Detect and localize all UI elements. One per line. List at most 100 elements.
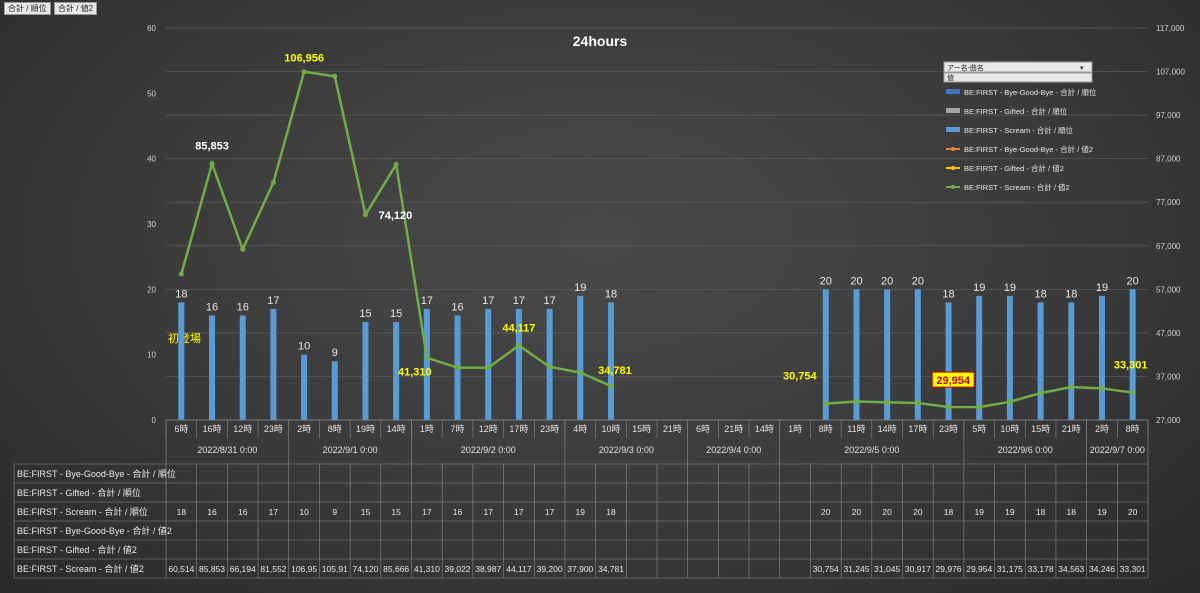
category-tick: 10時	[601, 424, 620, 434]
field-button-value[interactable]: 合計 / 値2	[54, 2, 98, 15]
bar	[607, 302, 614, 420]
line-point	[209, 161, 215, 167]
table-cell: 81,552	[260, 564, 286, 574]
left-axis-tick: 20	[147, 285, 156, 294]
left-axis-tick: 50	[147, 89, 156, 98]
right-axis-tick: 107,000	[1156, 68, 1185, 77]
date-group-label: 2022/9/5 0:00	[844, 445, 899, 455]
table-cell: 34,781	[598, 564, 624, 574]
category-tick: 2時	[297, 424, 311, 434]
line-point	[884, 399, 890, 405]
table-cell: 105,91	[322, 564, 348, 574]
category-tick: 23時	[939, 424, 958, 434]
annotation-first-appearance: 初登場	[168, 331, 201, 345]
table-cell: 29,954	[966, 564, 992, 574]
bar-label: 18	[942, 288, 954, 300]
line-point	[853, 399, 859, 405]
right-axis-tick: 67,000	[1156, 242, 1181, 251]
table-cell: 31,045	[874, 564, 900, 574]
table-cell: 60,514	[168, 564, 194, 574]
field-button-rank[interactable]: 合計 / 順位	[4, 2, 51, 15]
table-cell: 38,987	[475, 564, 501, 574]
bar-label: 16	[451, 301, 463, 313]
line-point	[270, 179, 276, 185]
right-axis-tick: 57,000	[1156, 285, 1181, 294]
category-tick: 14時	[387, 424, 406, 434]
table-cell: 85,853	[199, 564, 225, 574]
category-tick: 5時	[972, 424, 986, 434]
table-cell: 10	[299, 507, 309, 517]
table-cell: 20	[1128, 507, 1138, 517]
category-tick: 23時	[264, 424, 283, 434]
table-cell: 17	[422, 507, 432, 517]
category-tick: 15時	[1031, 424, 1050, 434]
right-axis-tick: 37,000	[1156, 372, 1181, 381]
date-group-label: 2022/9/1 0:00	[323, 445, 378, 455]
table-row-label: BE:FIRST - Bye-Good-Bye - 合計 / 順位	[17, 468, 176, 479]
table-cell: 39,022	[445, 564, 471, 574]
table-cell: 33,178	[1028, 564, 1054, 574]
line-point	[547, 364, 553, 370]
category-tick: 15時	[632, 424, 651, 434]
bar-label: 17	[482, 295, 494, 307]
table-row-label: BE:FIRST - Scream - 合計 / 順位	[17, 506, 148, 517]
bar	[884, 289, 891, 420]
category-tick: 1時	[788, 424, 802, 434]
table-cell: 15	[361, 507, 371, 517]
table-cell: 20	[821, 507, 831, 517]
line-point	[976, 404, 982, 410]
legend-subheader-label: 値	[947, 73, 954, 82]
table-cell: 17	[269, 507, 279, 517]
table-cell: 17	[514, 507, 524, 517]
right-axis-tick: 77,000	[1156, 198, 1181, 207]
table-cell: 9	[332, 507, 337, 517]
category-tick: 8時	[328, 424, 342, 434]
bar-label: 19	[1096, 282, 1108, 294]
bar	[577, 295, 584, 420]
bar-label: 15	[390, 308, 402, 320]
legend-filter-label: アー名-曲名	[947, 63, 984, 72]
table-cell: 30,917	[905, 564, 931, 574]
bar-label: 17	[421, 295, 433, 307]
bar	[362, 322, 369, 420]
bar-label: 18	[605, 288, 617, 300]
legend-entry: BE:FIRST - Gifted - 合計 / 順位	[964, 106, 1068, 116]
table-cell: 18	[1067, 507, 1077, 517]
legend-subheader	[943, 72, 1093, 83]
table-cell: 18	[944, 507, 954, 517]
bar	[270, 308, 277, 420]
table-cell: 29,976	[936, 564, 962, 574]
line-point	[516, 342, 522, 348]
table-cell: 19	[1097, 507, 1107, 517]
filter-icon: ▾	[1080, 65, 1084, 72]
line-point	[1068, 384, 1074, 390]
bar	[1006, 295, 1013, 420]
legend-marker	[951, 147, 955, 151]
category-tick: 10時	[1000, 424, 1019, 434]
bar	[301, 354, 308, 420]
table-cell: 19	[1005, 507, 1015, 517]
category-tick: 17時	[509, 424, 528, 434]
legend-entry: BE:FIRST - Bye-Good-Bye - 合計 / 順位	[964, 87, 1097, 97]
table-row-label: BE:FIRST - Gifted - 合計 / 順位	[17, 487, 141, 498]
table-cell: 66,194	[230, 564, 256, 574]
table-cell: 85,666	[383, 564, 409, 574]
category-tick: 12時	[479, 424, 498, 434]
date-group-label: 2022/9/7 0:00	[1090, 445, 1145, 455]
bar	[423, 308, 430, 420]
bar-label: 19	[574, 282, 586, 294]
table-cell: 34,563	[1058, 564, 1084, 574]
table-cell: 30,754	[813, 564, 839, 574]
line-label: 30,754	[783, 371, 818, 383]
table-cell: 33,301	[1120, 564, 1146, 574]
table-cell: 34,246	[1089, 564, 1115, 574]
table-cell: 44,117	[506, 564, 532, 574]
line-point	[332, 73, 338, 79]
right-axis-tick: 117,000	[1156, 24, 1185, 33]
table-cell: 106,95	[291, 564, 317, 574]
bar	[1037, 302, 1044, 420]
category-tick: 6時	[696, 424, 710, 434]
left-axis-tick: 0	[152, 416, 157, 425]
line-point	[1007, 399, 1013, 405]
